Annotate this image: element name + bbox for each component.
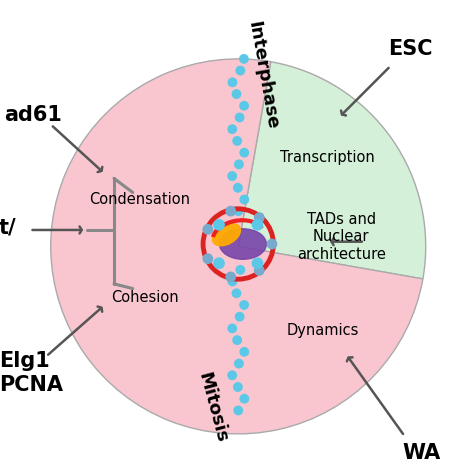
Circle shape — [240, 101, 248, 110]
Text: Elg1
PCNA: Elg1 PCNA — [0, 351, 63, 394]
Circle shape — [228, 324, 237, 333]
Circle shape — [214, 258, 224, 268]
Circle shape — [240, 347, 248, 356]
Circle shape — [236, 312, 244, 321]
Circle shape — [233, 336, 241, 344]
Circle shape — [232, 90, 241, 98]
Text: t/: t/ — [0, 218, 17, 237]
Circle shape — [214, 219, 224, 230]
Circle shape — [234, 406, 243, 415]
Text: ad61: ad61 — [4, 105, 62, 125]
Circle shape — [240, 301, 248, 309]
Circle shape — [228, 371, 237, 380]
Circle shape — [226, 272, 236, 282]
Text: Transcription: Transcription — [280, 150, 374, 165]
Circle shape — [255, 266, 264, 275]
Circle shape — [232, 289, 241, 298]
Text: Mitosis: Mitosis — [194, 371, 230, 445]
Circle shape — [236, 265, 245, 274]
Circle shape — [252, 258, 263, 268]
Circle shape — [228, 78, 237, 87]
Wedge shape — [51, 59, 423, 434]
Circle shape — [240, 394, 248, 403]
Circle shape — [252, 219, 263, 230]
Circle shape — [228, 277, 237, 286]
Text: ESC: ESC — [388, 39, 433, 60]
Ellipse shape — [212, 224, 240, 246]
Circle shape — [235, 359, 243, 368]
Wedge shape — [238, 62, 426, 279]
Circle shape — [228, 125, 237, 133]
Ellipse shape — [219, 229, 266, 259]
Circle shape — [228, 172, 237, 180]
Circle shape — [255, 213, 264, 222]
Circle shape — [234, 183, 242, 192]
Text: Dynamics: Dynamics — [286, 323, 359, 338]
Circle shape — [240, 195, 248, 204]
Circle shape — [236, 66, 245, 75]
Text: Interphase: Interphase — [245, 20, 282, 131]
Text: WA: WA — [402, 443, 440, 463]
Circle shape — [240, 55, 248, 63]
Circle shape — [240, 148, 248, 157]
Circle shape — [236, 113, 244, 122]
Circle shape — [234, 383, 242, 391]
Text: Condensation: Condensation — [89, 192, 190, 207]
Circle shape — [267, 239, 277, 249]
Circle shape — [203, 225, 212, 234]
Circle shape — [203, 254, 212, 264]
Circle shape — [233, 137, 241, 145]
Circle shape — [235, 160, 243, 169]
Circle shape — [226, 207, 236, 216]
Text: Cohesion: Cohesion — [110, 291, 178, 305]
Circle shape — [234, 207, 243, 216]
Text: TADs and
Nuclear
architecture: TADs and Nuclear architecture — [297, 212, 386, 262]
